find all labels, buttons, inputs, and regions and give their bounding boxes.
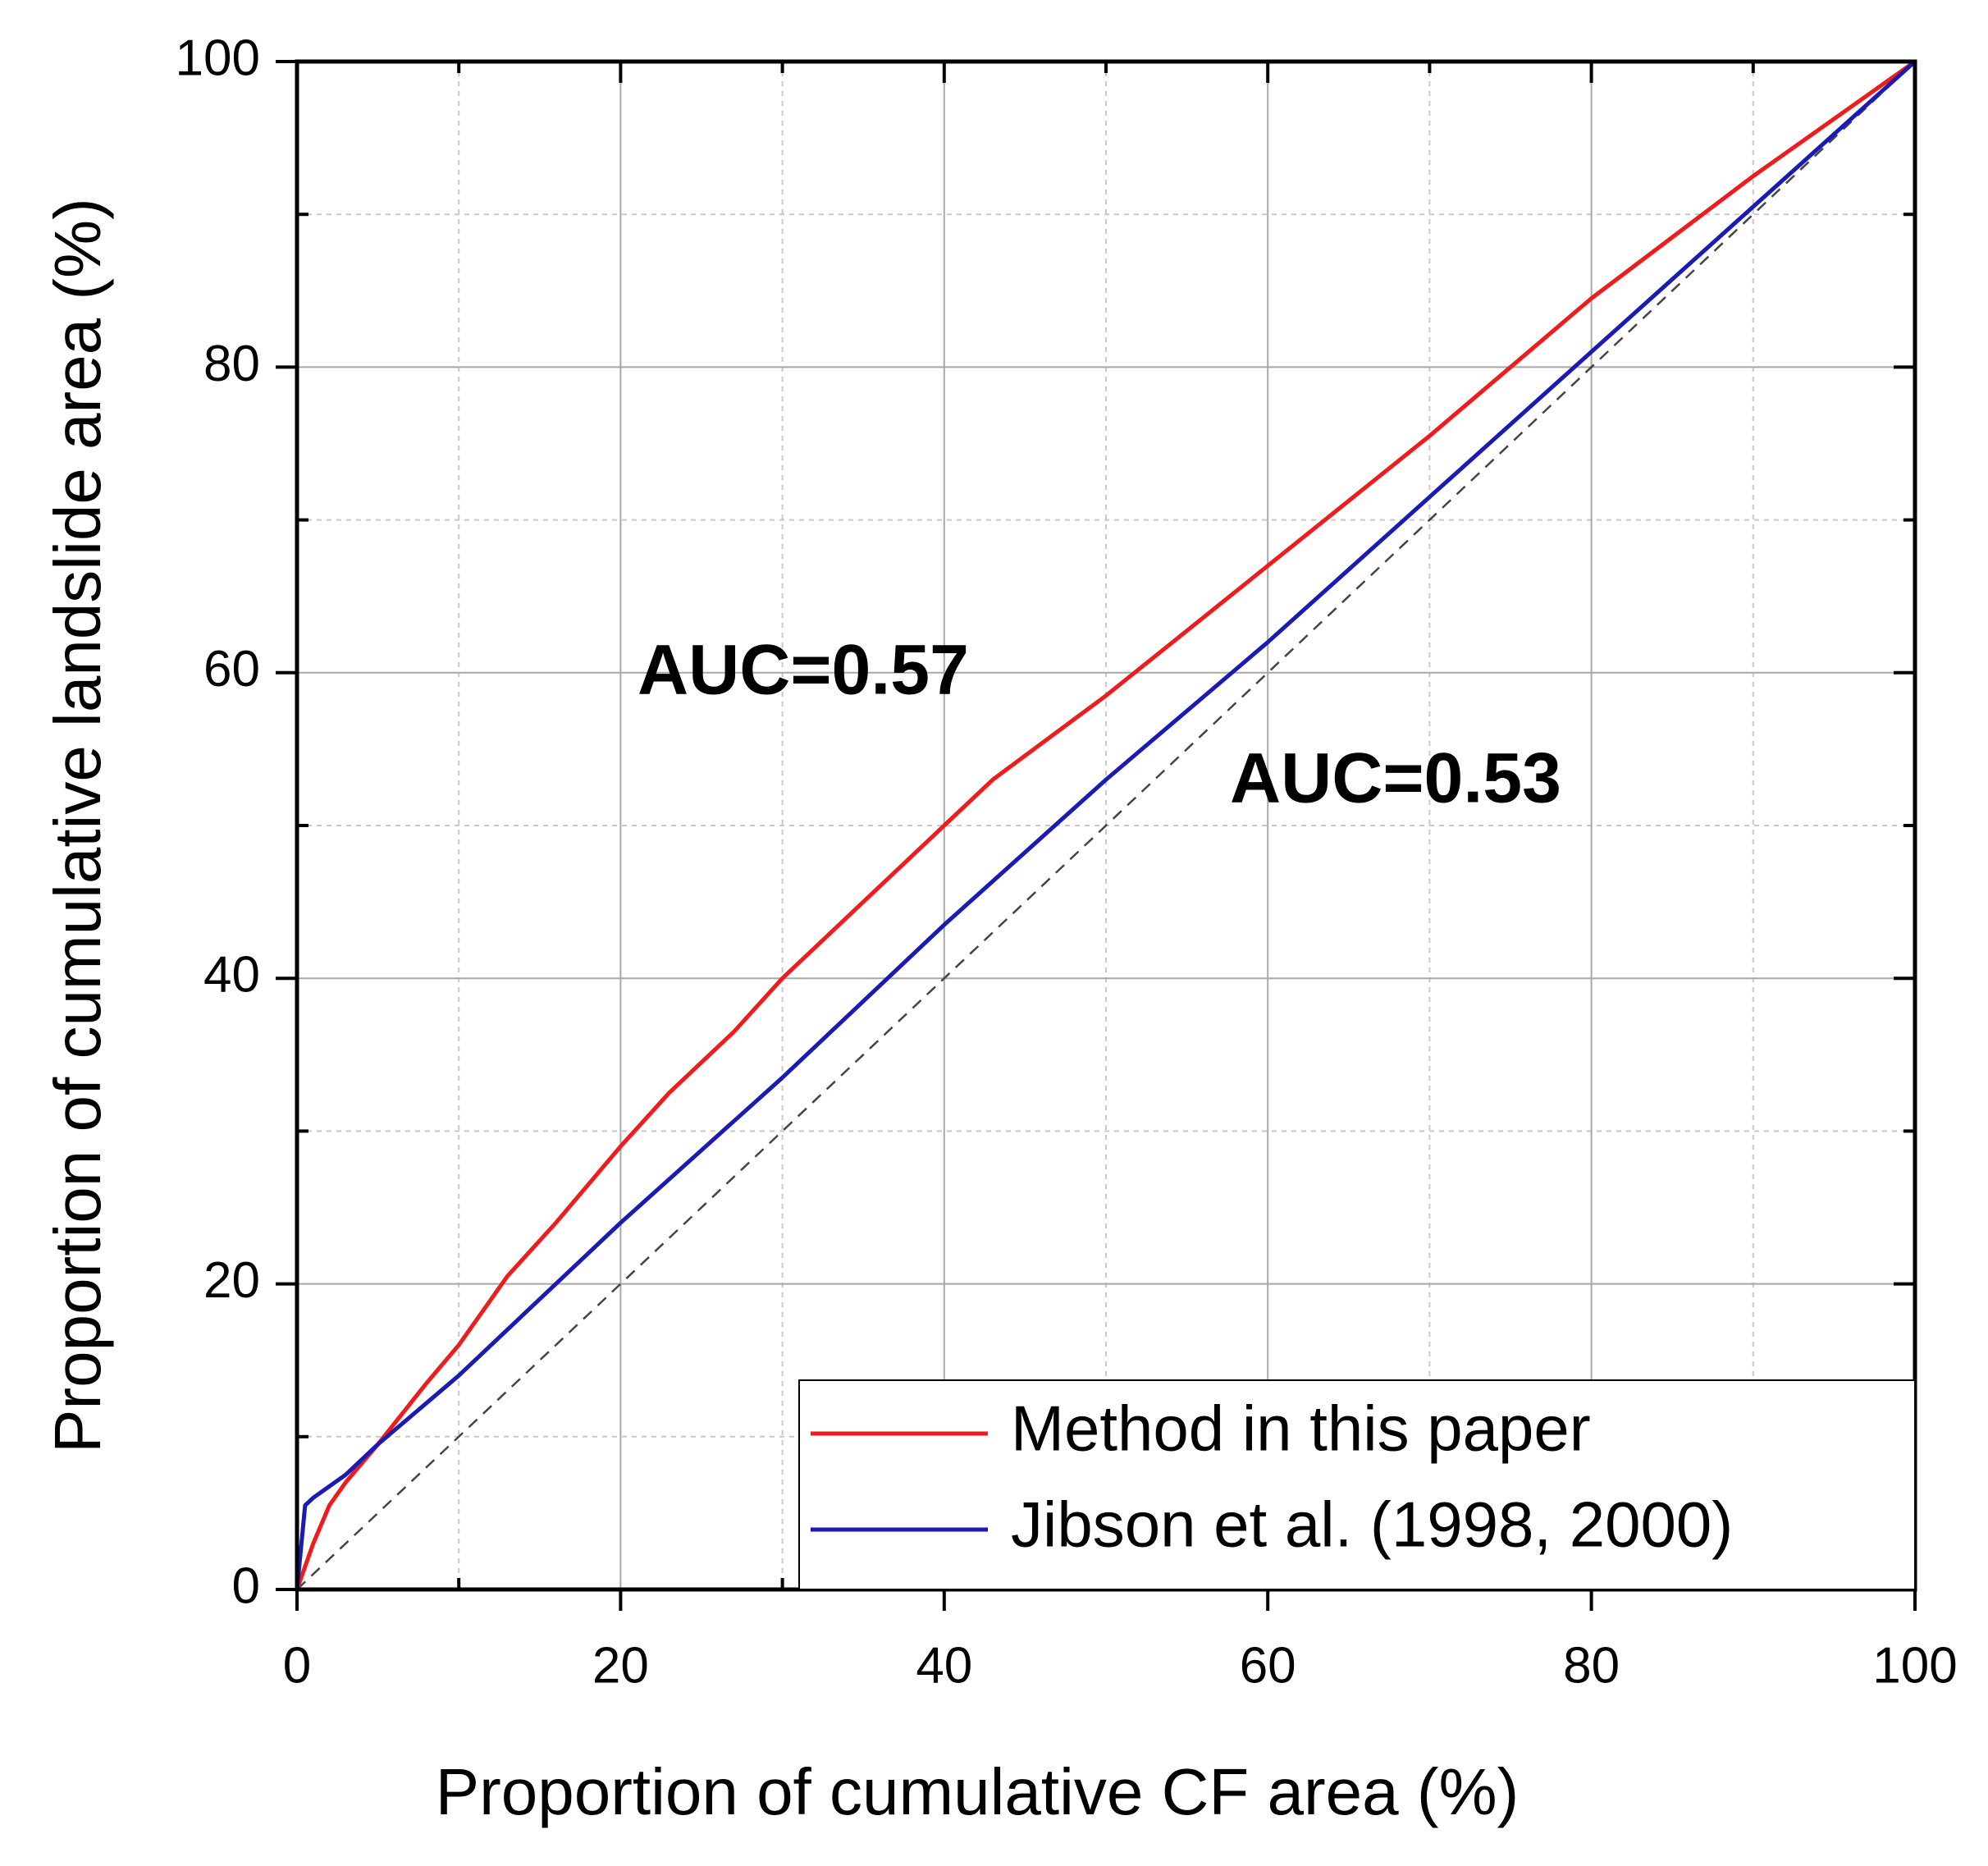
legend-label: Method in this paper bbox=[1011, 1393, 1591, 1465]
x-axis-title: Proportion of cumulative CF area (%) bbox=[436, 1755, 1520, 1828]
x-tick-label: 0 bbox=[283, 1637, 311, 1694]
y-tick-label: 20 bbox=[203, 1252, 260, 1309]
legend-label: Jibson et al. (1998, 2000) bbox=[1011, 1489, 1733, 1561]
y-axis-title: Proportion of cumulative landslide area … bbox=[41, 198, 114, 1453]
annotation: AUC=0.57 bbox=[638, 631, 969, 710]
y-tick-label: 100 bbox=[176, 30, 260, 86]
y-tick-label: 40 bbox=[203, 947, 260, 1004]
series-line bbox=[295, 59, 1917, 1590]
series-line bbox=[295, 60, 1917, 1590]
legend-box bbox=[798, 1379, 1916, 1590]
x-tick-label: 40 bbox=[916, 1637, 972, 1694]
annotation: AUC=0.53 bbox=[1230, 739, 1561, 818]
x-tick-label: 100 bbox=[1872, 1637, 1957, 1694]
y-tick-label: 60 bbox=[203, 641, 260, 697]
x-tick-label: 60 bbox=[1240, 1637, 1296, 1694]
x-tick-label: 20 bbox=[592, 1637, 649, 1694]
x-tick-label: 80 bbox=[1563, 1637, 1620, 1694]
reference-line bbox=[296, 61, 1916, 1590]
y-tick-label: 0 bbox=[232, 1557, 260, 1614]
y-tick-label: 80 bbox=[203, 336, 260, 392]
